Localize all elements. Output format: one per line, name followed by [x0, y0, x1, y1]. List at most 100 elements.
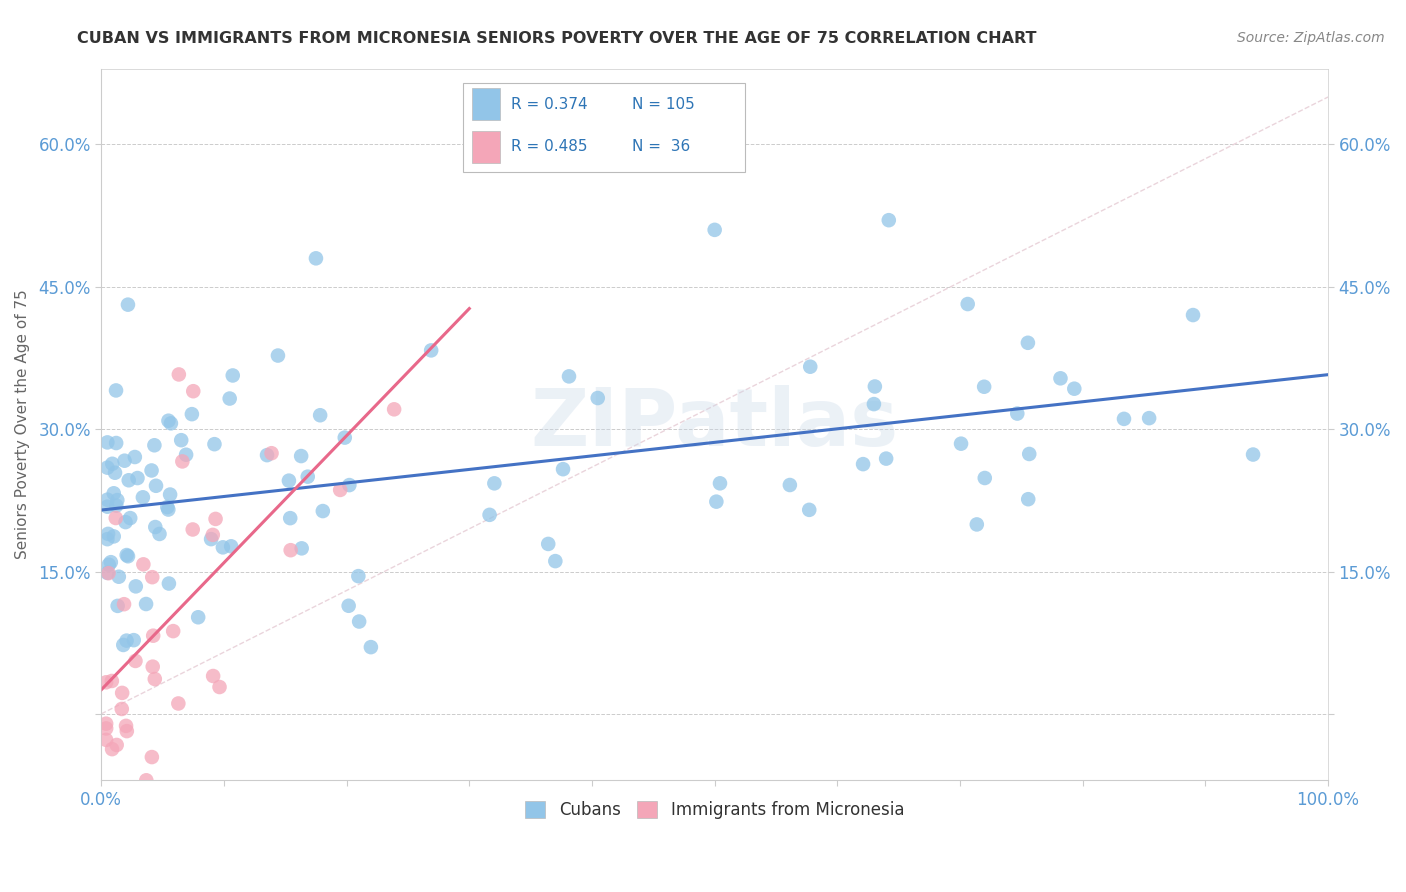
Point [709, 476, 731, 491]
Point [863, 397, 886, 411]
Point [1018, 447, 1040, 461]
Point [200, 532, 222, 546]
Point [114, 453, 136, 467]
Point [105, 738, 128, 752]
Point [202, 669, 225, 683]
Point [333, 431, 356, 445]
Point [96, 566, 118, 580]
Point [96, 435, 118, 450]
Point [537, 537, 560, 551]
Point [156, 500, 179, 514]
Point [180, 407, 202, 421]
Point [104, 511, 127, 525]
Point [103, 529, 125, 543]
Point [877, 213, 900, 227]
Point [201, 528, 224, 542]
Point [107, 599, 129, 613]
Point [420, 343, 443, 358]
Point [973, 471, 995, 485]
Point [157, 576, 180, 591]
Point [97, 527, 120, 541]
Point [105, 499, 128, 513]
Point [347, 569, 370, 583]
Point [145, 479, 167, 493]
Point [172, 454, 194, 468]
Point [118, 473, 141, 487]
Point [779, 478, 801, 492]
Point [112, 597, 135, 611]
Point [544, 554, 567, 568]
Point [96, 716, 118, 731]
Point [96, 732, 118, 747]
Point [309, 409, 332, 423]
Point [337, 478, 360, 492]
Point [111, 702, 134, 716]
Point [115, 633, 138, 648]
Point [799, 359, 821, 374]
Point [101, 673, 124, 688]
Text: ZIPatlas: ZIPatlas [530, 385, 898, 464]
Point [256, 448, 278, 462]
Point [159, 487, 181, 501]
Point [104, 466, 127, 480]
Point [115, 724, 138, 739]
Point [973, 380, 995, 394]
Point [105, 493, 128, 508]
Point [96, 460, 118, 475]
Point [360, 640, 382, 654]
Point [478, 508, 501, 522]
Point [142, 629, 165, 643]
Point [260, 446, 283, 460]
Point [208, 680, 231, 694]
Point [212, 541, 235, 555]
Point [1241, 448, 1264, 462]
Point [125, 579, 148, 593]
Point [218, 392, 240, 406]
Legend: Cubans, Immigrants from Micronesia: Cubans, Immigrants from Micronesia [519, 794, 911, 825]
Point [111, 686, 134, 700]
Point [162, 624, 184, 639]
Point [484, 476, 506, 491]
Point [278, 511, 301, 525]
Point [96, 722, 118, 736]
Point [97, 558, 120, 572]
Point [114, 515, 136, 529]
Point [122, 633, 145, 648]
Point [108, 570, 131, 584]
Point [586, 391, 609, 405]
Point [160, 417, 183, 431]
Point [127, 471, 149, 485]
Point [863, 379, 886, 393]
Point [382, 402, 405, 417]
Point [1112, 412, 1135, 426]
Point [167, 368, 190, 382]
Point [551, 462, 574, 476]
Point [174, 448, 197, 462]
Point [148, 527, 170, 541]
Point [956, 297, 979, 311]
Point [1007, 407, 1029, 421]
Point [950, 436, 973, 450]
Point [100, 555, 122, 569]
Point [157, 502, 180, 516]
Point [103, 486, 125, 500]
Point [277, 474, 299, 488]
Point [142, 659, 165, 673]
Point [105, 384, 128, 398]
Point [1063, 382, 1085, 396]
Point [181, 384, 204, 399]
Point [124, 450, 146, 464]
Point [1017, 492, 1039, 507]
Point [337, 599, 360, 613]
Point [157, 414, 180, 428]
Point [799, 503, 821, 517]
Point [966, 517, 988, 532]
Point [312, 504, 335, 518]
Point [117, 298, 139, 312]
Point [141, 750, 163, 764]
Point [875, 451, 897, 466]
Point [329, 483, 352, 497]
Point [124, 654, 146, 668]
Point [120, 511, 142, 525]
Point [1017, 335, 1039, 350]
